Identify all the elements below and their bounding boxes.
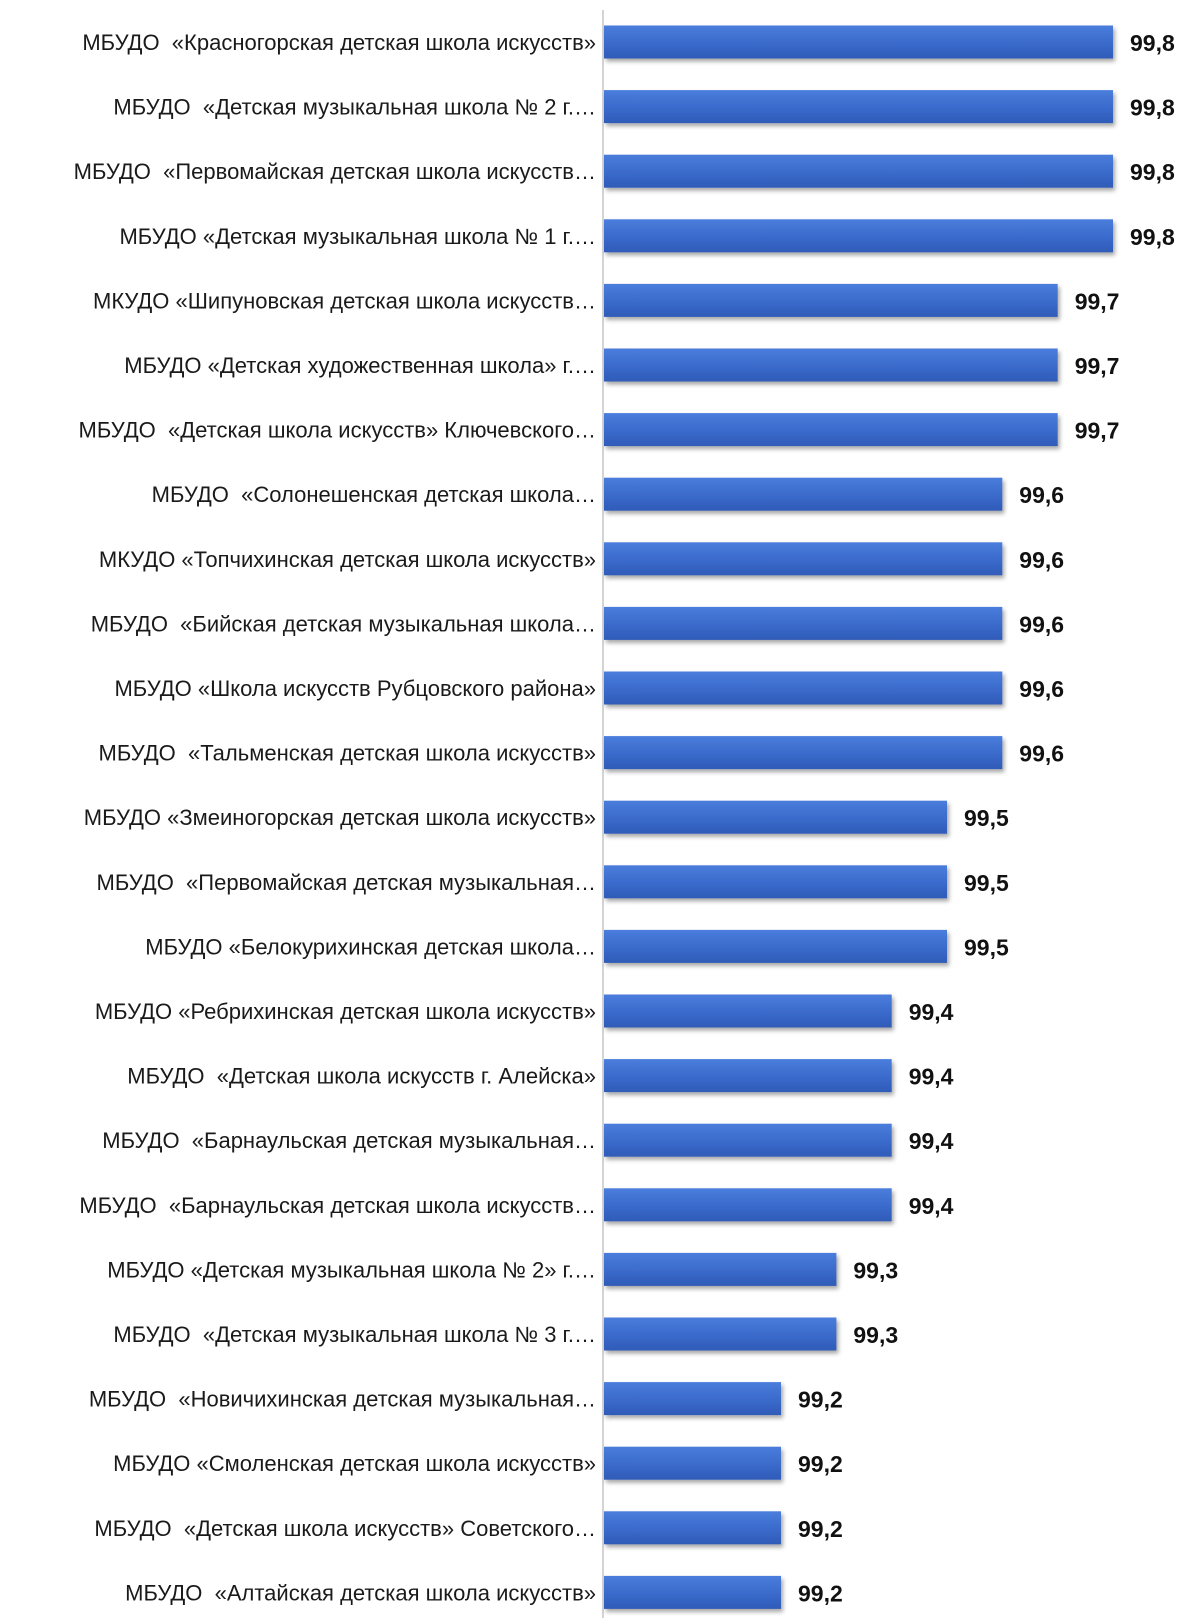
- category-label: МБУДО «Первомайская детская музыкальная…: [97, 870, 596, 895]
- bar: [604, 1252, 837, 1286]
- category-label: МБУДО «Первомайская детская школа искусс…: [74, 159, 596, 184]
- bar: [604, 413, 1058, 447]
- category-label: МБУДО «Бийская детская музыкальная школа…: [91, 611, 596, 636]
- value-label: 99,5: [964, 805, 1009, 831]
- bar: [604, 1123, 892, 1157]
- category-label: МБУДО «Детская школа искусств» Ключевско…: [79, 418, 597, 443]
- bar: [604, 1317, 837, 1351]
- value-label: 99,6: [1019, 482, 1064, 508]
- value-label: 99,3: [853, 1322, 898, 1348]
- category-label: МБУДО «Детская художественная школа» г.…: [124, 353, 596, 378]
- value-label: 99,7: [1075, 288, 1120, 314]
- category-label: МБУДО «Смоленская детская школа искусств…: [113, 1451, 596, 1476]
- bar: [604, 542, 1003, 576]
- category-label: МБУДО «Детская школа искусств г. Алейска…: [127, 1064, 596, 1089]
- category-label: МБУДО «Тальменская детская школа искусст…: [99, 741, 597, 766]
- category-label: МБУДО «Школа искусств Рубцовского района…: [114, 676, 596, 701]
- value-label: 99,8: [1130, 95, 1175, 121]
- category-label: МБУДО «Белокурихинская детская школа…: [145, 934, 596, 959]
- value-label: 99,6: [1019, 741, 1064, 767]
- bar: [604, 219, 1113, 253]
- value-label: 99,7: [1075, 418, 1120, 444]
- value-label: 99,2: [798, 1516, 843, 1542]
- bar: [604, 671, 1003, 705]
- bar: [604, 606, 1003, 640]
- bar: [604, 1575, 781, 1609]
- value-label: 99,8: [1130, 224, 1175, 250]
- bar: [604, 477, 1003, 511]
- value-label: 99,5: [964, 934, 1009, 960]
- category-label: МКУДО «Топчихинская детская школа искусс…: [99, 547, 596, 572]
- value-label: 99,4: [909, 1064, 954, 1090]
- category-label: МКУДО «Шипуновская детская школа искусст…: [93, 288, 596, 313]
- bar: [604, 1059, 892, 1093]
- value-label: 99,3: [853, 1257, 898, 1283]
- value-label: 99,2: [798, 1451, 843, 1477]
- value-label: 99,6: [1019, 547, 1064, 573]
- category-label: МБУДО «Детская музыкальная школа № 3 г.…: [113, 1322, 596, 1347]
- category-label: МБУДО «Новичихинская детская музыкальная…: [89, 1387, 596, 1412]
- category-label: МБУДО «Детская школа искусств» Советског…: [94, 1516, 596, 1541]
- category-label: МБУДО «Красногорская детская школа искус…: [82, 30, 596, 55]
- value-label: 99,4: [909, 1193, 954, 1219]
- value-label: 99,6: [1019, 676, 1064, 702]
- category-label: МБУДО «Солонешенская детская школа…: [152, 482, 596, 507]
- bar: [604, 90, 1113, 124]
- bar: [604, 1382, 781, 1416]
- category-label: МБУДО «Барнаульская детская школа искусс…: [79, 1193, 596, 1218]
- category-label: МБУДО «Детская музыкальная школа № 2» г.…: [107, 1257, 596, 1282]
- value-label: 99,4: [909, 999, 954, 1025]
- category-label: МБУДО «Алтайская детская школа искусств»: [125, 1580, 596, 1605]
- bar: [604, 994, 892, 1028]
- bar: [604, 929, 947, 963]
- value-label: 99,7: [1075, 353, 1120, 379]
- bar: [604, 1188, 892, 1222]
- category-label: МБУДО «Барнаульская детская музыкальная…: [102, 1128, 596, 1153]
- value-label: 99,8: [1130, 30, 1175, 56]
- bar: [604, 1511, 781, 1545]
- bar: [604, 283, 1058, 317]
- category-label: МБУДО «Детская музыкальная школа № 1 г.…: [119, 224, 596, 249]
- bar: [604, 1446, 781, 1480]
- category-label: МБУДО «Змеиногорская детская школа искус…: [84, 805, 596, 830]
- bar: [604, 865, 947, 899]
- bar: [604, 25, 1113, 59]
- value-label: 99,5: [964, 870, 1009, 896]
- value-label: 99,2: [798, 1580, 843, 1606]
- value-label: 99,8: [1130, 159, 1175, 185]
- bar: [604, 736, 1003, 770]
- bar: [604, 800, 947, 834]
- category-label: МБУДО «Детская музыкальная школа № 2 г.…: [113, 95, 596, 120]
- category-label: МБУДО «Ребрихинская детская школа искусс…: [95, 999, 596, 1024]
- bar: [604, 154, 1113, 188]
- value-label: 99,6: [1019, 611, 1064, 637]
- value-label: 99,4: [909, 1128, 954, 1154]
- bar: [604, 348, 1058, 382]
- value-label: 99,2: [798, 1387, 843, 1413]
